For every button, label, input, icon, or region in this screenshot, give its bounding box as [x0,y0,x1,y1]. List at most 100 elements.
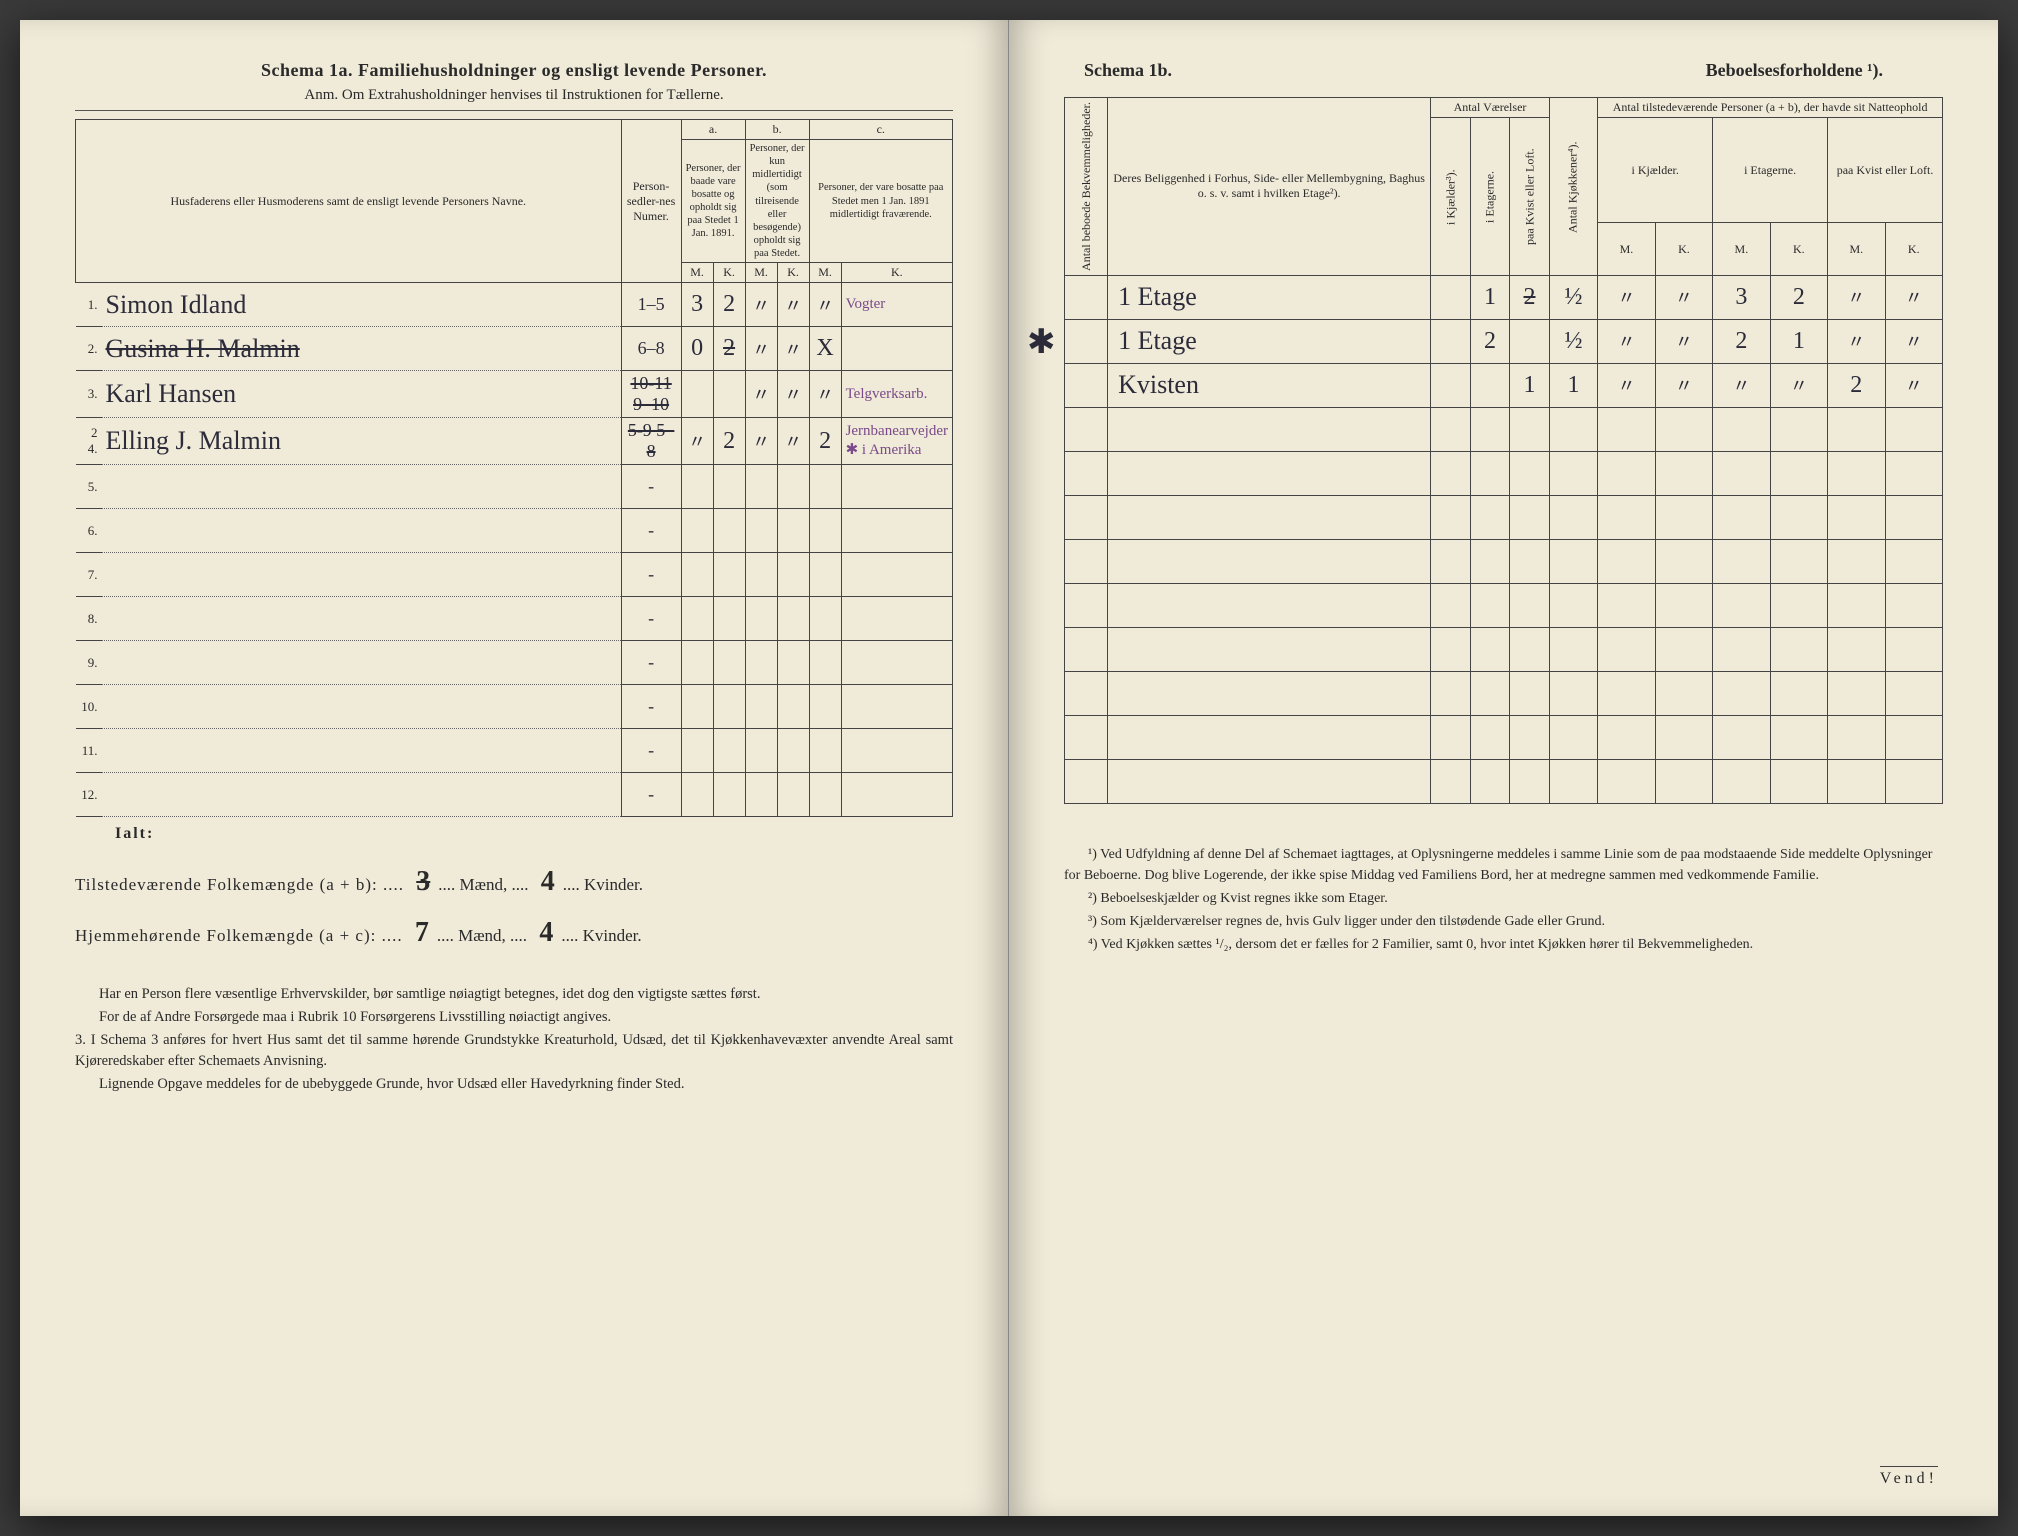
cell-cm [809,553,841,597]
row-number: 6. [76,509,102,553]
table-row: 6.- [76,509,953,553]
cell-bm [745,553,777,597]
cell-ck: Vogter [841,283,952,327]
table-row: 12.- [76,773,953,817]
cell-et [1470,671,1510,715]
cell-ak [713,685,745,729]
cell-ek [1770,451,1827,495]
cell-pm: 2 [1828,363,1885,407]
cell-pk [1885,627,1943,671]
cell-em [1713,407,1770,451]
cell-belig [1108,539,1431,583]
cell-belig [1108,715,1431,759]
cell-kk: 〃 [1655,363,1712,407]
hdr-names: Husfaderens eller Husmoderens samt de en… [76,120,622,283]
cell-ck [841,773,952,817]
hdr-vaer: Antal Værelser [1431,98,1550,118]
row-number: 9. [76,641,102,685]
cell-kjok [1549,759,1597,803]
cell-am: 3 [681,283,713,327]
cell-kjok [1549,583,1597,627]
cell-bm [745,773,777,817]
cell-bm [745,597,777,641]
cell-bk [777,597,809,641]
cell-bekv [1065,495,1108,539]
cell-km [1598,451,1655,495]
cell-kjok [1549,627,1597,671]
cell-kj [1431,759,1471,803]
cell-kj [1431,451,1471,495]
cell-kv [1510,539,1550,583]
cell-et [1470,539,1510,583]
notes-left: Har en Person flere væsentlige Erhvervsk… [75,984,953,1095]
row-number: 7. [76,553,102,597]
cell-ek: 〃 [1770,363,1827,407]
hdr-c-text: Personer, der vare bosatte paa Stedet me… [809,140,952,263]
hdr-a-label: a. [681,120,745,140]
table-row: 5.- [76,465,953,509]
schema-1b-subject: Beboelsesforholdene ¹). [1706,60,1883,81]
table-row: 11.- [76,729,953,773]
cell-bekv [1065,275,1108,319]
hdr-bk: K. [777,263,809,283]
hdr-pm: M. [1828,223,1885,276]
hdr-am: M. [681,263,713,283]
fn-3: ³) Som Kjælderværelser regnes de, hvis G… [1064,911,1943,932]
page-left: Schema 1a. Familiehusholdninger og ensli… [20,20,1009,1516]
cell-ak [713,553,745,597]
schema-1b-title-row: Schema 1b. Beboelsesforholdene ¹). [1064,60,1943,89]
hdr-pk: K. [1885,223,1943,276]
cell-am [681,371,713,418]
cell-km [1598,539,1655,583]
cell-am [681,553,713,597]
cell-ak [713,509,745,553]
cell-kv [1510,715,1550,759]
cell-bk: 〃 [777,283,809,327]
cell-ek [1770,407,1827,451]
cell-kjok [1549,539,1597,583]
cell-kjok: ½ [1549,275,1597,319]
cell-em [1713,759,1770,803]
cell-cm: 〃 [809,283,841,327]
fn-2: ²) Beboelseskjælder og Kvist regnes ikke… [1064,888,1943,909]
cell-kv [1510,759,1550,803]
cell-kv [1510,319,1550,363]
hdr-b-label: b. [745,120,809,140]
cell-pm [1828,451,1885,495]
cell-belig [1108,627,1431,671]
numer-cell: - [621,465,681,509]
cell-pk: 〃 [1885,275,1943,319]
cell-et [1470,495,1510,539]
cell-kj [1431,407,1471,451]
cell-am [681,597,713,641]
cell-pk: 〃 [1885,319,1943,363]
cell-am [681,641,713,685]
numer-cell: - [621,553,681,597]
cell-bekv [1065,671,1108,715]
cell-am [681,773,713,817]
hdr-ck: K. [841,263,952,283]
numer-cell: 10-11 9–10 [621,371,681,418]
cell-am [681,685,713,729]
cell-kjok [1549,715,1597,759]
cell-em: 〃 [1713,363,1770,407]
table-row: 2.Gusina H. Malmin6–802〃〃X [76,327,953,371]
cell-bk [777,729,809,773]
table-1a: Husfaderens eller Husmoderens samt de en… [75,119,953,817]
cell-cm: 2 [809,418,841,465]
cell-ck: Telgverksarb. [841,371,952,418]
cell-em: 3 [1713,275,1770,319]
row-number: 2 4. [76,418,102,465]
table-row [1065,451,1943,495]
row-number: 11. [76,729,102,773]
cell-bk: 〃 [777,418,809,465]
cell-pm [1828,583,1885,627]
cell-kj [1431,363,1471,407]
cell-kj [1431,539,1471,583]
row-number: 3. [76,371,102,418]
cell-ck [841,553,952,597]
hdr-bekv: Antal beboede Bekvemmeligheder. [1065,98,1108,276]
name-cell: Gusina H. Malmin [102,327,622,371]
hdr-ak: K. [713,263,745,283]
cell-ak [713,729,745,773]
